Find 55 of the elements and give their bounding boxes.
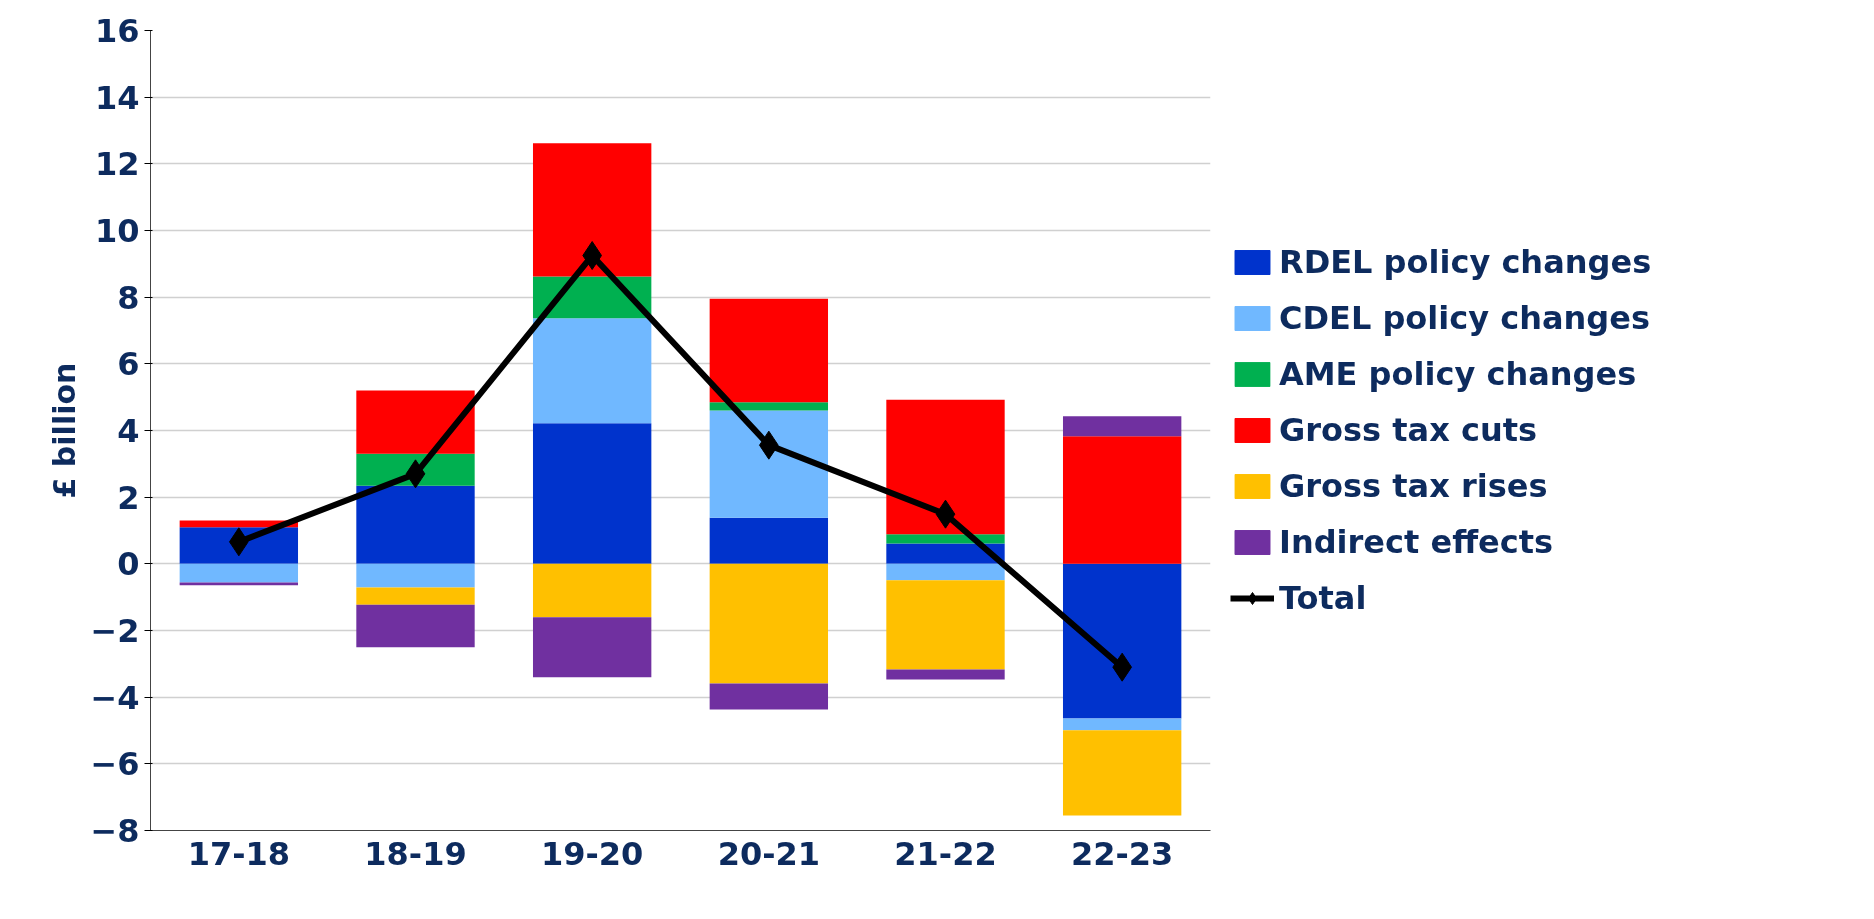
x-tick-label: 19-20 [540,834,644,873]
legend-label: Gross tax cuts [1279,410,1538,450]
y-tick-label: 4 [117,412,140,450]
y-tick-label: −4 [90,678,140,717]
bar [709,410,829,518]
bar [709,683,829,710]
bar [356,485,475,564]
bar [356,563,475,588]
legend-label: AME policy changes [1279,354,1637,394]
legend-label: RDEL policy changes [1279,242,1652,282]
bar [356,604,475,648]
y-tick-label: 6 [117,345,140,384]
bar [532,423,652,564]
bar [709,402,829,411]
bar [356,390,475,454]
bar [709,563,829,684]
y-tick-label: −6 [90,745,140,784]
bar [709,517,829,564]
bar [1062,416,1182,437]
y-tick-label: 12 [94,145,140,184]
bar [886,669,1005,680]
bar [886,399,1005,535]
bar [1062,730,1182,816]
bar [532,143,652,277]
bar [532,563,652,618]
y-tick-label: 16 [94,12,140,50]
x-tick-label: 17-18 [187,834,291,873]
legend-label: Total [1279,578,1367,618]
bar [356,587,475,605]
y-tick-label: 14 [94,78,140,117]
y-tick-label: −8 [90,812,140,850]
x-tick-label: 21-22 [894,834,997,873]
bar [709,298,829,403]
bar [1062,436,1182,564]
bar [179,563,299,583]
legend-label: Gross tax rises [1279,466,1548,506]
bar [532,318,652,424]
bar [1062,563,1182,719]
y-tick-label: 0 [117,545,140,584]
x-tick-label: 20-21 [717,834,821,873]
y-tick-label: 10 [94,212,140,250]
bar [532,617,652,678]
bar [886,580,1005,670]
y-tick-label: 8 [117,278,140,317]
bar [886,534,1005,544]
y-axis-title: £ billion [47,362,83,499]
bar [1062,718,1182,731]
legend-label: CDEL policy changes [1279,298,1651,338]
x-tick-label: 22-23 [1070,834,1174,873]
y-tick-label: 2 [117,478,140,517]
legend-label: Indirect effects [1279,522,1554,562]
x-tick-label: 18-19 [364,834,467,873]
bar [886,563,1005,581]
y-tick-label: −2 [90,612,140,650]
bar [886,543,1005,564]
